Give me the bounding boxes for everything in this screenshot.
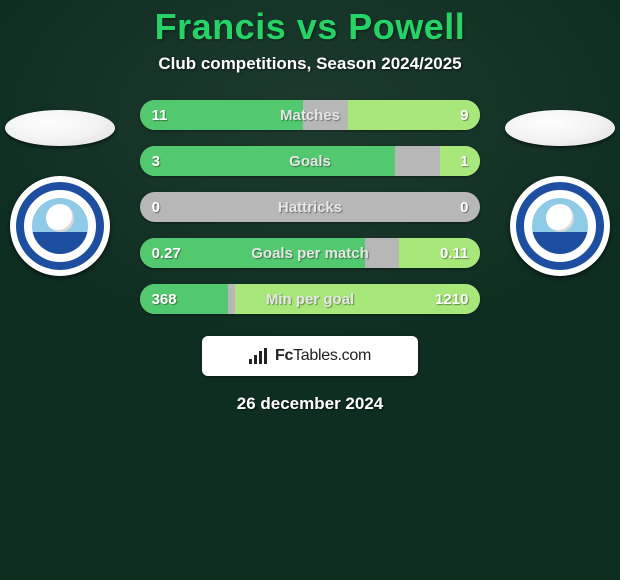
brand-text: FcTables.com <box>275 347 371 365</box>
stat-pill: Goals3 1 <box>140 146 481 176</box>
stat-value-right: 9 <box>460 100 468 130</box>
left-player-column <box>0 100 120 276</box>
chart-icon <box>249 348 267 364</box>
stat-value-right: 1210 <box>435 284 468 314</box>
stat-label: Goals per match <box>140 238 481 268</box>
stat-value-left: 11 <box>152 100 168 130</box>
right-player-photo-icon <box>505 110 615 146</box>
brand-box: FcTables.com <box>202 336 418 376</box>
right-player-column <box>500 100 620 276</box>
stat-label: Hattricks <box>140 192 481 222</box>
content-wrapper: Francis vs Powell Club competitions, Sea… <box>0 0 620 580</box>
left-club-badge-icon <box>10 176 110 276</box>
left-player-photo-icon <box>5 110 115 146</box>
page-title: Francis vs Powell <box>155 6 466 48</box>
stats-column: Matches11 9 Goals3 1 Hattricks0 0 Goals per ma… <box>140 100 481 314</box>
stat-value-left: 0 <box>152 192 160 222</box>
stat-label: Goals <box>140 146 481 176</box>
stat-value-left: 3 <box>152 146 160 176</box>
page-subtitle: Club competitions, Season 2024/2025 <box>158 54 461 74</box>
right-club-badge-icon <box>510 176 610 276</box>
stat-value-right: 0.11 <box>440 238 468 268</box>
stat-value-left: 368 <box>152 284 177 314</box>
stat-pill: Goals per match0.27 0.11 <box>140 238 481 268</box>
stat-pill: Matches11 9 <box>140 100 481 130</box>
stat-value-left: 0.27 <box>152 238 181 268</box>
brand-text-light: Tables.com <box>293 347 371 364</box>
stat-pill: Min per goal368 1210 <box>140 284 481 314</box>
date-label: 26 december 2024 <box>237 394 384 414</box>
stat-label: Min per goal <box>140 284 481 314</box>
stat-label: Matches <box>140 100 481 130</box>
stat-value-right: 1 <box>460 146 468 176</box>
comparison-row: Matches11 9 Goals3 1 Hattricks0 0 Goals per ma… <box>0 100 620 314</box>
brand-text-bold: Fc <box>275 347 293 364</box>
stat-pill: Hattricks0 0 <box>140 192 481 222</box>
stat-value-right: 0 <box>460 192 468 222</box>
